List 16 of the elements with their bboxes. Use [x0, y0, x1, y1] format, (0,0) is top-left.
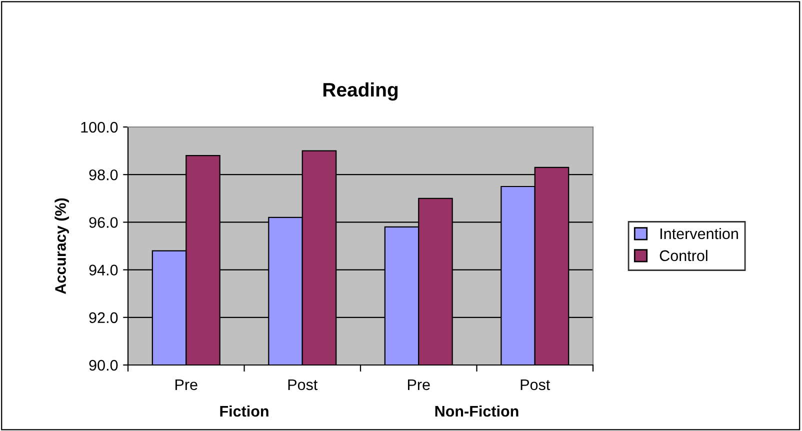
x-tick-label: Post [520, 379, 550, 390]
legend-label: Intervention [660, 228, 738, 240]
text: Fiction [220, 405, 268, 417]
text: Non-Fiction [435, 405, 518, 417]
x-tick-label: Pre [408, 379, 430, 390]
y-tick-label: 100.0 [81, 122, 118, 133]
y-tick-label: 96.0 [89, 217, 118, 228]
x-tick-label: Pre [175, 379, 198, 390]
chart-title: Reading [323, 82, 398, 101]
y-tick-label: 92.0 [89, 312, 118, 324]
x-tick-label: Post [288, 379, 318, 390]
y-axis-title: Accuracy (%) [54, 198, 69, 294]
y-tick-label: 94.0 [89, 264, 118, 276]
y-tick-label: 98.0 [89, 169, 118, 180]
legend-label: Control [660, 250, 708, 262]
y-tick-label: 90.0 [89, 360, 118, 371]
